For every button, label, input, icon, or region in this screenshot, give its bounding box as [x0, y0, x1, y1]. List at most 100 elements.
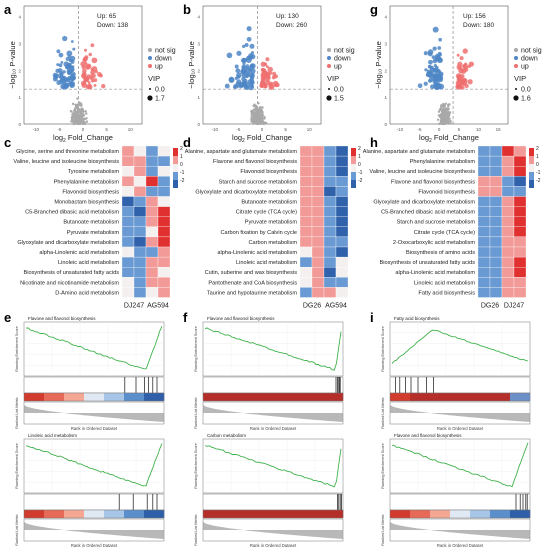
y-tick-label: 1: [197, 95, 200, 100]
heatmap-row-label: Linoleic acid metabolism: [236, 260, 297, 266]
heatmap-row-label: Pyruvate metabolism: [245, 220, 298, 226]
point-not-sig: [78, 120, 82, 124]
rank-color-segment: [430, 510, 451, 518]
down-count: Down: 180: [463, 22, 494, 29]
rank-color-segment: [490, 393, 511, 401]
point-down: [59, 72, 63, 76]
heatmap-cell: [489, 145, 503, 157]
heatmap-c: Glycine, serine and threonine metabolism…: [13, 145, 185, 310]
point-up: [265, 57, 270, 62]
heatmap-d: Alanine, aspartate and glutamate metabol…: [185, 145, 363, 310]
rank-color-segment: [144, 510, 165, 518]
heatmap-cell: [323, 216, 337, 227]
rank-color-segment: [203, 510, 344, 518]
heatmap-cell: [145, 226, 159, 238]
point-up: [81, 82, 88, 88]
heatmap-cell: [489, 155, 503, 167]
heatmap-row-label: D-Amino acid metabolism: [55, 290, 119, 296]
heatmap-cell: [133, 246, 147, 258]
legend-dot: [514, 56, 518, 60]
heatmap-cell: [501, 277, 515, 288]
heatmap-cell: [501, 206, 515, 217]
point-not-sig: [77, 111, 80, 114]
heatmap-cell: [145, 267, 159, 278]
gsea-plot-e-top: Flavone and flavonol biosynthesis Running…: [15, 316, 165, 431]
point-up: [273, 80, 279, 86]
legend-dot: [514, 48, 518, 52]
point-not-sig: [264, 121, 268, 125]
heatmap-h: Alanine, aspartate and glutamate metabol…: [363, 145, 541, 310]
heatmap-cell: [501, 155, 515, 167]
point-down: [249, 63, 255, 69]
rank-color-segment: [144, 393, 165, 401]
point-up: [83, 48, 88, 52]
heatmap-cell: [477, 246, 491, 258]
point-not-sig: [437, 114, 441, 117]
point-not-sig: [250, 110, 253, 113]
point-up: [262, 73, 266, 77]
point-down: [228, 77, 235, 83]
x-tick-label: -10: [397, 127, 404, 132]
vip-size-small: [515, 88, 517, 90]
point-up: [269, 84, 274, 89]
point-down: [432, 46, 437, 51]
point-not-sig: [72, 119, 75, 123]
x-tick-label: 0: [261, 127, 264, 132]
color-legend-swatch: [351, 164, 356, 172]
heatmap-cell: [299, 196, 313, 207]
heatmap-cell: [145, 186, 159, 197]
y-tick-label: 2: [18, 68, 21, 73]
point-not-sig: [77, 107, 80, 111]
point-down: [61, 76, 67, 83]
point-not-sig: [437, 110, 441, 113]
color-legend-swatch: [173, 156, 178, 164]
x-axis-label: log2 Fold_Change: [232, 133, 292, 144]
heatmap-row-label: Glyoxylate and dicarboxylate metabolism: [195, 189, 297, 195]
heatmap-cell: [501, 236, 515, 248]
point-not-sig: [80, 110, 83, 113]
heatmap-cell: [145, 145, 159, 157]
point-down: [56, 63, 60, 67]
legend-label: not sig: [521, 48, 542, 55]
rank-color-segment: [84, 510, 105, 518]
heatmap-cell: [335, 155, 349, 167]
point-up: [86, 63, 92, 69]
heatmap-cell: [513, 216, 527, 227]
heatmap-cell: [121, 287, 135, 298]
heatmap-row-label: Cutin, suberine and wax biosynthesis: [205, 270, 298, 276]
rank-color-segment: [24, 510, 45, 518]
color-legend-tick: -1: [536, 170, 541, 176]
legend-label: not sig: [334, 48, 355, 55]
point-not-sig: [261, 106, 264, 109]
vip-legend-value: 1.5: [334, 96, 344, 103]
heatmap-cell: [145, 166, 159, 177]
heatmap-col-label: AG594: [325, 303, 347, 310]
heatmap-cell: [477, 256, 491, 268]
color-legend-tick: 2: [358, 146, 361, 152]
legend-dot: [327, 48, 331, 52]
ranked-metric-area: [24, 522, 164, 539]
heatmap-cell: [145, 246, 159, 258]
gsea-plot-f-top: Flavone and flavonol biosynthesis Running…: [194, 316, 344, 431]
point-down: [242, 57, 248, 63]
heatmap-cell: [311, 166, 325, 177]
x-tick-label: -10: [33, 127, 40, 132]
heatmap-row-label: Alanine, aspartate and glutamate metabol…: [363, 149, 476, 155]
vip-legend-title: VIP: [327, 74, 339, 83]
heatmap-cell: [323, 196, 337, 207]
heatmap-cell: [335, 186, 349, 197]
rank-color-segment: [84, 393, 105, 401]
heatmap-cell: [133, 176, 147, 187]
point-down: [241, 68, 247, 74]
color-legend-tick: -2: [358, 178, 363, 184]
point-up: [82, 68, 87, 74]
ranked-metric-area: [24, 405, 164, 422]
point-down: [54, 74, 58, 78]
point-not-sig: [442, 103, 446, 106]
x-tick-label: 5: [284, 127, 287, 132]
heatmap-row-label: Phenylalanine metabolism: [54, 179, 120, 185]
point-up: [91, 57, 98, 64]
es-frame: [389, 321, 531, 377]
heatmap-cell: [501, 145, 515, 157]
rank-color-segment: [430, 393, 451, 401]
